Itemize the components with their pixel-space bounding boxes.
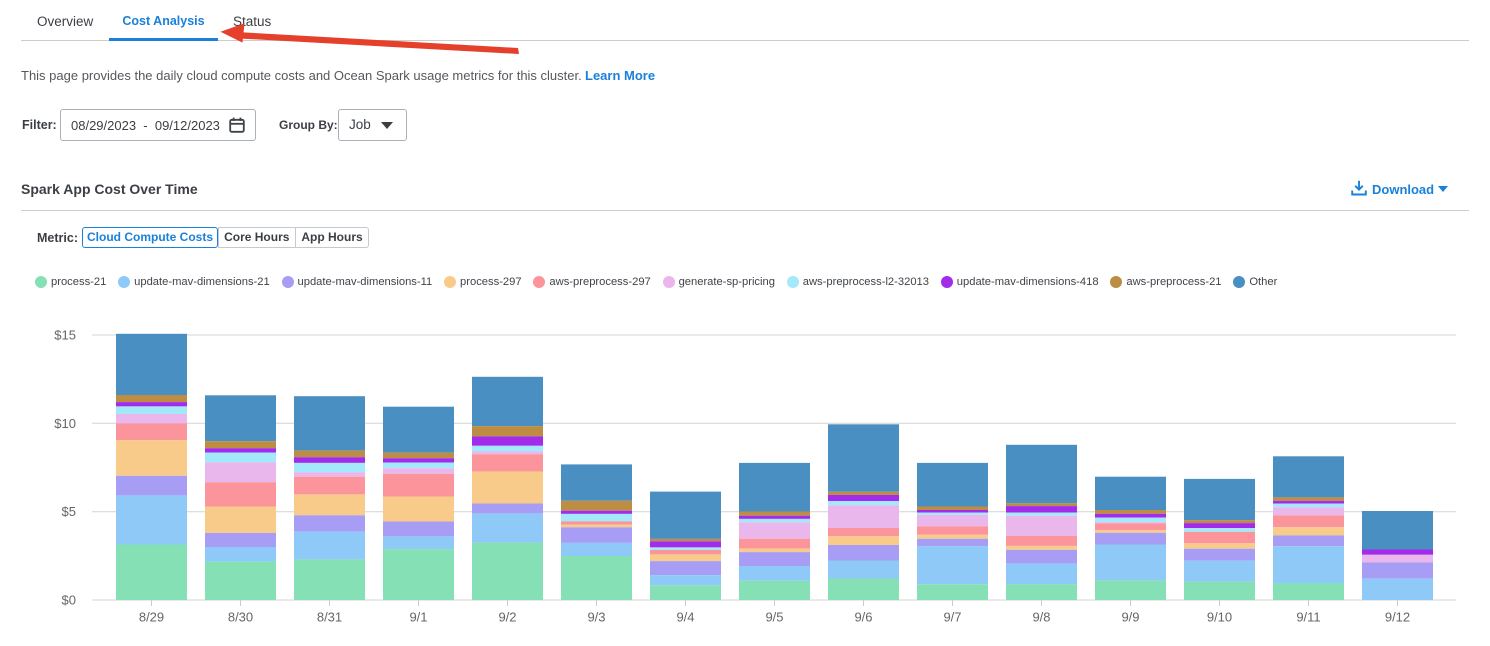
svg-text:9/12: 9/12: [1385, 610, 1410, 625]
svg-text:9/7: 9/7: [943, 610, 961, 625]
svg-text:9/2: 9/2: [498, 610, 516, 625]
svg-text:8/29: 8/29: [139, 610, 164, 625]
svg-text:8/30: 8/30: [228, 610, 253, 625]
svg-text:9/5: 9/5: [765, 610, 783, 625]
svg-text:8/31: 8/31: [317, 610, 342, 625]
svg-text:$0: $0: [62, 593, 76, 608]
svg-text:9/11: 9/11: [1296, 610, 1320, 625]
svg-text:9/6: 9/6: [854, 610, 872, 625]
svg-text:9/8: 9/8: [1032, 610, 1050, 625]
svg-text:9/1: 9/1: [409, 610, 427, 625]
svg-text:9/3: 9/3: [587, 610, 605, 625]
svg-text:$10: $10: [54, 416, 76, 431]
svg-text:9/9: 9/9: [1121, 610, 1139, 625]
svg-text:9/10: 9/10: [1207, 610, 1232, 625]
svg-text:9/4: 9/4: [676, 610, 694, 625]
svg-text:$5: $5: [62, 504, 76, 519]
svg-text:$15: $15: [54, 328, 76, 343]
